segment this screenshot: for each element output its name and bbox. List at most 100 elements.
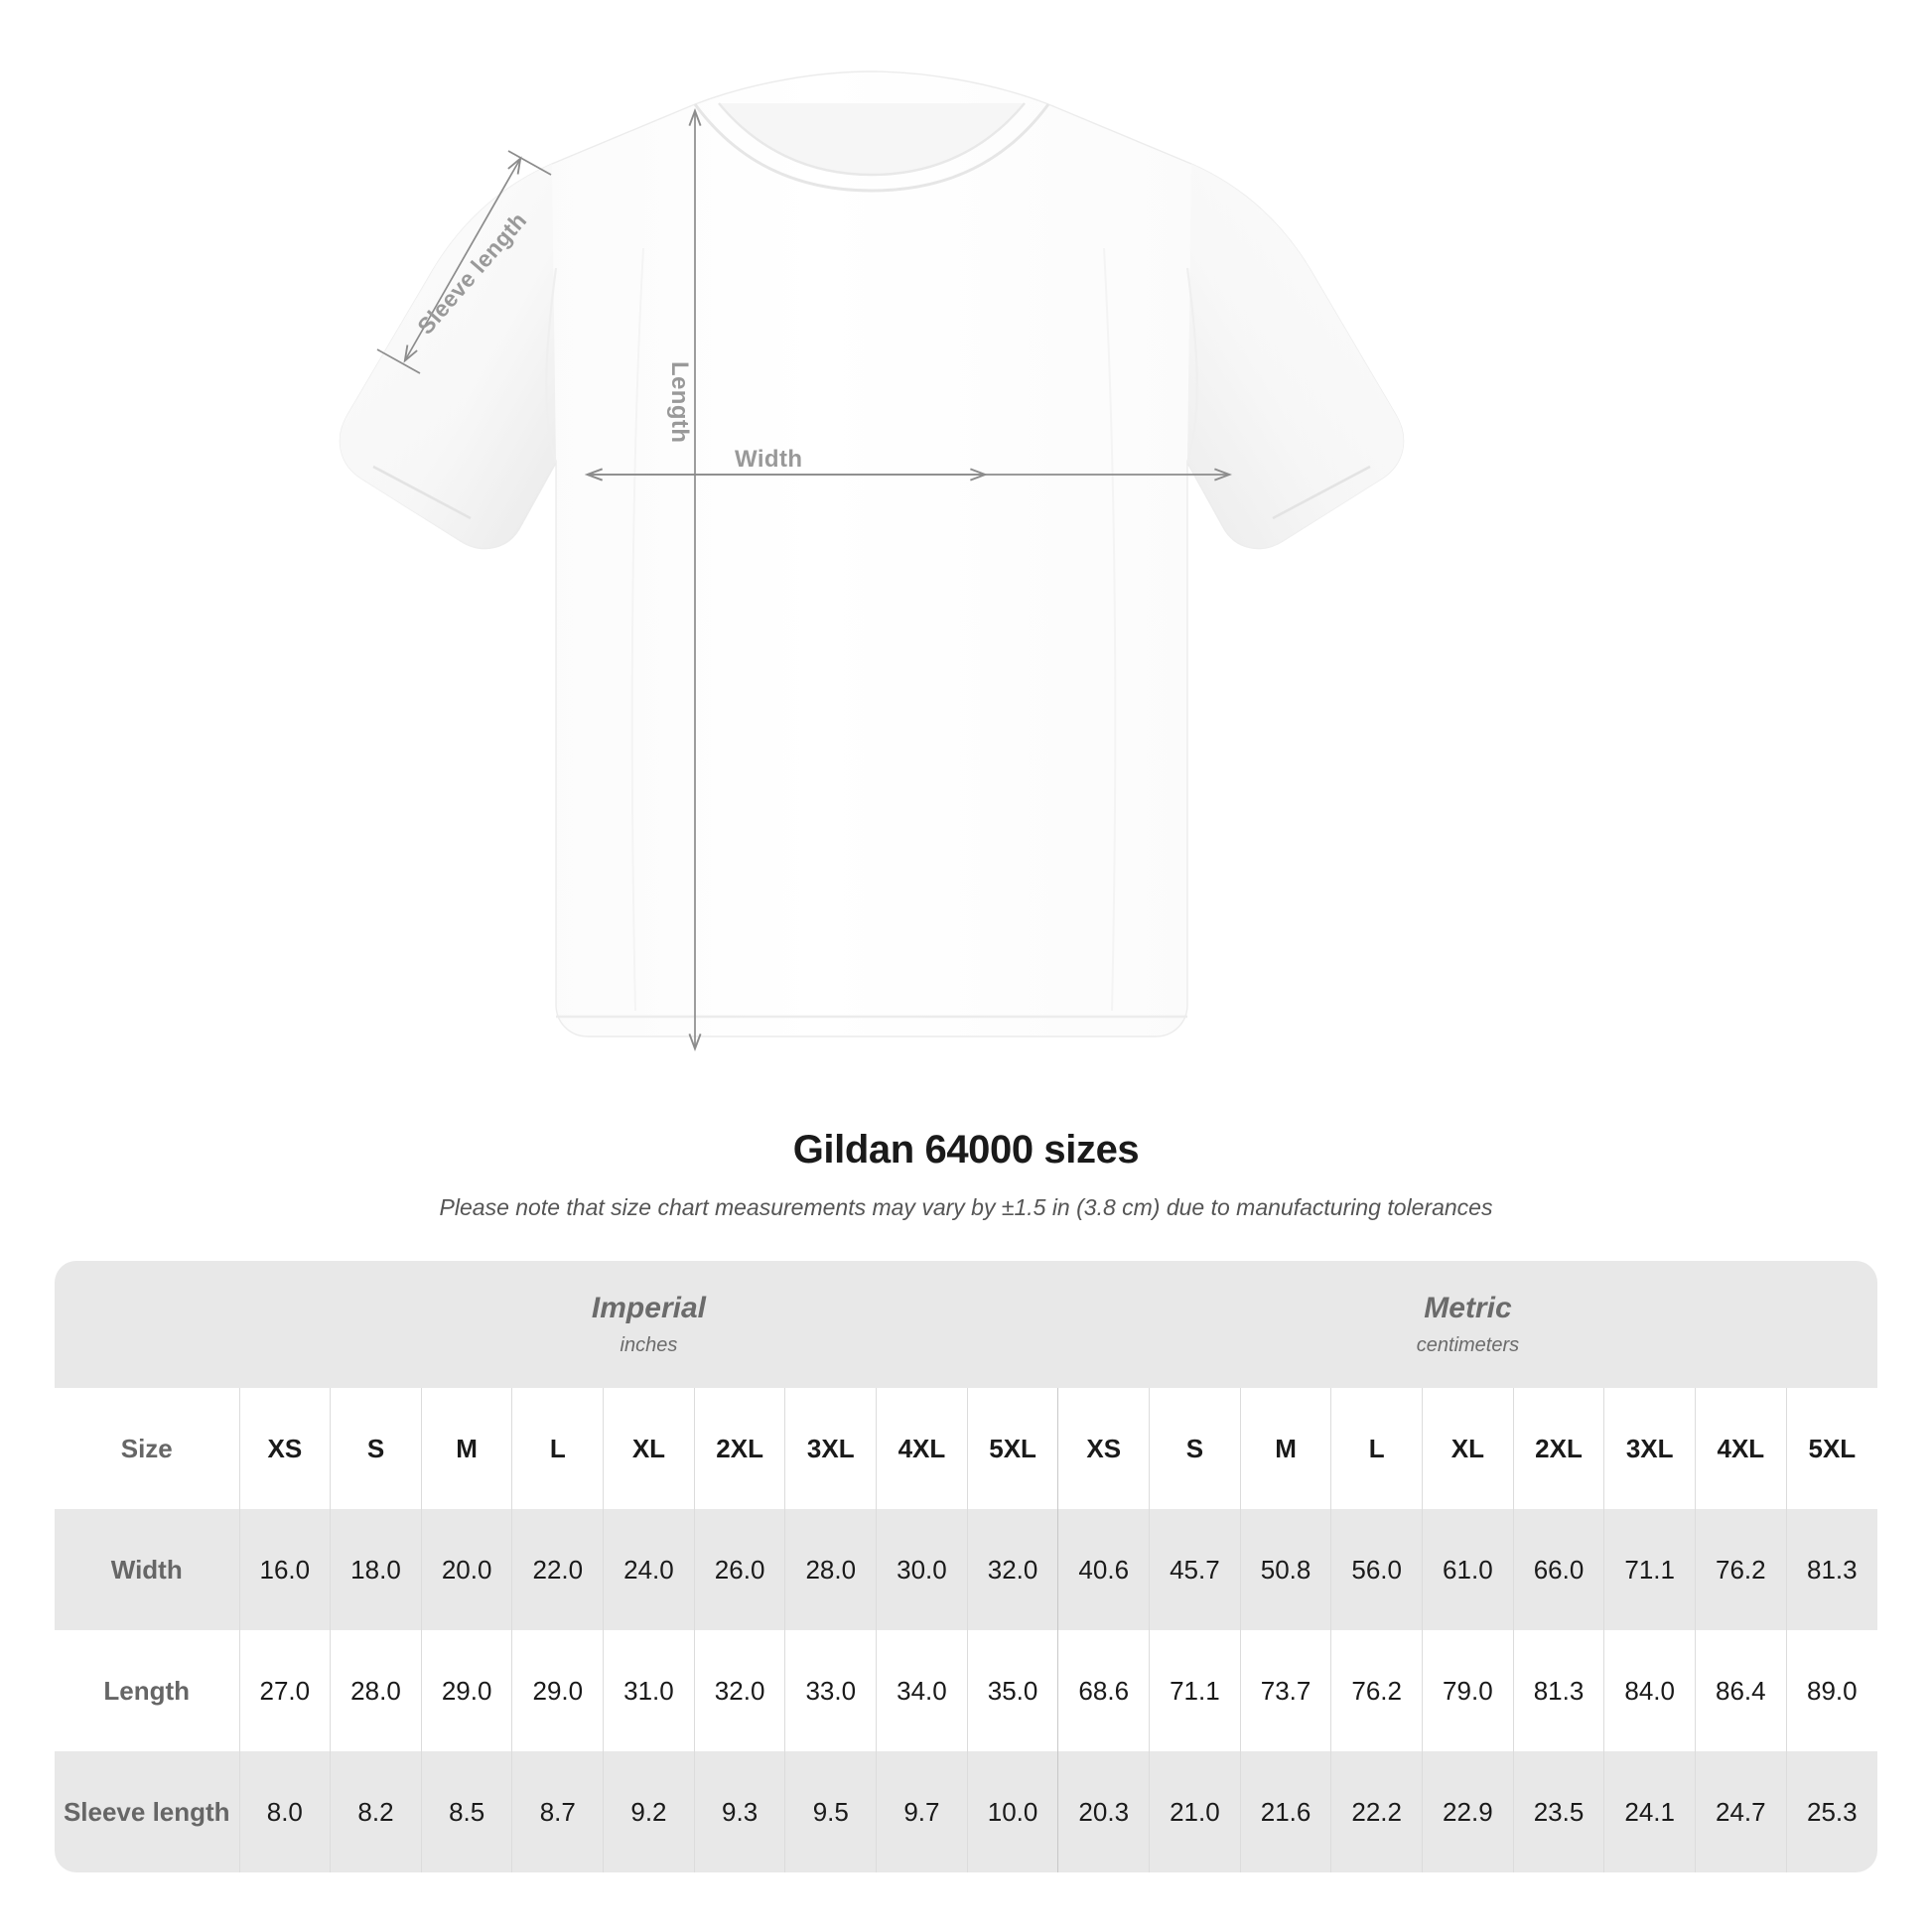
cell-sleeve-imp-5: 9.3 <box>693 1751 785 1872</box>
size-row-label: Size <box>55 1388 239 1509</box>
size-header-met-6: 3XL <box>1603 1388 1696 1509</box>
chart-heading: Gildan 64000 sizes Please note that size… <box>0 1122 1932 1221</box>
cell-length-imp-3: 29.0 <box>511 1630 604 1751</box>
cell-sleeve-imp-1: 8.2 <box>330 1751 422 1872</box>
cell-width-met-8: 81.3 <box>1785 1509 1877 1630</box>
cell-sleeve-met-7: 24.7 <box>1695 1751 1787 1872</box>
dimension-annotations <box>376 107 1233 1052</box>
size-header-imp-5: 2XL <box>693 1388 785 1509</box>
tolerance-note: Please note that size chart measurements… <box>439 1194 1493 1220</box>
cell-length-imp-5: 32.0 <box>693 1630 785 1751</box>
cell-width-met-7: 76.2 <box>1695 1509 1787 1630</box>
metric-label: Metric <box>1424 1292 1512 1325</box>
size-header-imp-0: XS <box>238 1388 331 1509</box>
cell-length-met-6: 84.0 <box>1603 1630 1696 1751</box>
size-header-imp-4: XL <box>603 1388 695 1509</box>
row-label-sleeve-length: Sleeve length <box>55 1751 239 1872</box>
cell-width-met-0: 40.6 <box>1057 1509 1150 1630</box>
imperial-sublabel: inches <box>620 1333 678 1356</box>
size-header-imp-6: 3XL <box>784 1388 877 1509</box>
cell-width-imp-6: 28.0 <box>784 1509 877 1630</box>
size-header-met-3: L <box>1330 1388 1423 1509</box>
size-header-row: Size XS S M L XL 2XL 3XL 4XL 5XL XS S M … <box>55 1388 1877 1509</box>
cell-length-imp-2: 29.0 <box>420 1630 512 1751</box>
cell-length-imp-4: 31.0 <box>603 1630 695 1751</box>
cell-sleeve-imp-6: 9.5 <box>784 1751 877 1872</box>
sleeve-length-arrow <box>403 156 522 363</box>
size-header-met-1: S <box>1149 1388 1241 1509</box>
row-label-length: Length <box>55 1630 239 1751</box>
page-title: Gildan 64000 sizes <box>792 1128 1140 1172</box>
cell-width-imp-0: 16.0 <box>238 1509 331 1630</box>
cell-length-met-3: 76.2 <box>1330 1630 1423 1751</box>
cell-sleeve-imp-0: 8.0 <box>238 1751 331 1872</box>
cell-width-met-5: 66.0 <box>1512 1509 1604 1630</box>
tshirt-measurement-diagram: Sleeve length Length Width <box>339 70 1405 1052</box>
cell-width-imp-5: 26.0 <box>693 1509 785 1630</box>
cell-sleeve-imp-2: 8.5 <box>420 1751 512 1872</box>
cell-length-met-8: 89.0 <box>1785 1630 1877 1751</box>
cell-width-met-1: 45.7 <box>1149 1509 1241 1630</box>
size-header-imp-2: M <box>420 1388 512 1509</box>
cell-width-imp-4: 24.0 <box>603 1509 695 1630</box>
size-header-met-4: XL <box>1422 1388 1514 1509</box>
table-row: Width 16.0 18.0 20.0 22.0 24.0 26.0 28.0… <box>55 1509 1877 1630</box>
cell-width-imp-8: 32.0 <box>966 1509 1058 1630</box>
cell-length-imp-1: 28.0 <box>330 1630 422 1751</box>
cell-width-met-4: 61.0 <box>1422 1509 1514 1630</box>
cell-sleeve-met-0: 20.3 <box>1057 1751 1150 1872</box>
cell-length-imp-7: 34.0 <box>876 1630 968 1751</box>
cell-length-imp-6: 33.0 <box>784 1630 877 1751</box>
cell-width-met-2: 50.8 <box>1239 1509 1331 1630</box>
size-header-imp-8: 5XL <box>966 1388 1058 1509</box>
size-header-met-7: 4XL <box>1695 1388 1787 1509</box>
cell-width-imp-1: 18.0 <box>330 1509 422 1630</box>
imperial-label: Imperial <box>591 1292 706 1325</box>
width-label: Width <box>735 446 803 473</box>
tshirt-illustration <box>339 70 1405 1037</box>
size-header-met-8: 5XL <box>1785 1388 1877 1509</box>
cell-length-met-5: 81.3 <box>1512 1630 1604 1751</box>
cell-sleeve-imp-8: 10.0 <box>966 1751 1058 1872</box>
metric-sublabel: centimeters <box>1416 1333 1520 1356</box>
size-header-met-2: M <box>1239 1388 1331 1509</box>
table-row: Length 27.0 28.0 29.0 29.0 31.0 32.0 33.… <box>55 1630 1877 1751</box>
cell-width-met-3: 56.0 <box>1330 1509 1423 1630</box>
unit-header-row: Imperial inches Metric centimeters <box>55 1261 1877 1388</box>
cell-length-imp-0: 27.0 <box>238 1630 331 1751</box>
size-header-imp-7: 4XL <box>876 1388 968 1509</box>
cell-width-met-6: 71.1 <box>1603 1509 1696 1630</box>
size-chart-table: Imperial inches Metric centimeters Size … <box>55 1261 1877 1872</box>
cell-width-imp-3: 22.0 <box>511 1509 604 1630</box>
cell-width-imp-2: 20.0 <box>420 1509 512 1630</box>
size-header-met-0: XS <box>1057 1388 1150 1509</box>
size-header-imp-3: L <box>511 1388 604 1509</box>
cell-sleeve-met-3: 22.2 <box>1330 1751 1423 1872</box>
cell-width-imp-7: 30.0 <box>876 1509 968 1630</box>
cell-sleeve-imp-4: 9.2 <box>603 1751 695 1872</box>
cell-sleeve-met-6: 24.1 <box>1603 1751 1696 1872</box>
cell-sleeve-imp-7: 9.7 <box>876 1751 968 1872</box>
cell-sleeve-met-1: 21.0 <box>1149 1751 1241 1872</box>
cell-length-met-4: 79.0 <box>1422 1630 1514 1751</box>
size-header-imp-1: S <box>330 1388 422 1509</box>
row-label-width: Width <box>55 1509 239 1630</box>
size-header-met-5: 2XL <box>1512 1388 1604 1509</box>
cell-sleeve-met-5: 23.5 <box>1512 1751 1604 1872</box>
cell-sleeve-imp-3: 8.7 <box>511 1751 604 1872</box>
cell-length-met-0: 68.6 <box>1057 1630 1150 1751</box>
length-label: Length <box>666 361 693 444</box>
cell-length-met-1: 71.1 <box>1149 1630 1241 1751</box>
cell-sleeve-met-2: 21.6 <box>1239 1751 1331 1872</box>
unit-spacer-cell <box>55 1261 239 1388</box>
cell-sleeve-met-8: 25.3 <box>1785 1751 1877 1872</box>
cell-sleeve-met-4: 22.9 <box>1422 1751 1514 1872</box>
imperial-unit-cell: Imperial inches <box>239 1261 1058 1388</box>
size-table-container: Imperial inches Metric centimeters Size … <box>55 1261 1877 1872</box>
metric-unit-cell: Metric centimeters <box>1057 1261 1877 1388</box>
cell-length-imp-8: 35.0 <box>966 1630 1058 1751</box>
table-row: Sleeve length 8.0 8.2 8.5 8.7 9.2 9.3 9.… <box>55 1751 1877 1872</box>
cell-length-met-7: 86.4 <box>1695 1630 1787 1751</box>
cell-length-met-2: 73.7 <box>1239 1630 1331 1751</box>
